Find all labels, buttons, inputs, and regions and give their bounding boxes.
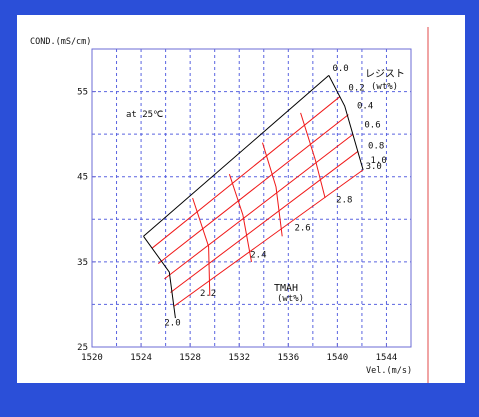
- series-line-black: [328, 75, 364, 171]
- resist-value-label: 0.2: [348, 84, 364, 94]
- point-labels: 2.0 2.2 2.4 2.6 2.8 3.0 0.00.2 0.4 0.6 0.8 1.0: [164, 64, 386, 329]
- x-tick-label: 1524: [130, 353, 152, 363]
- y-tick-label: 45: [77, 173, 88, 183]
- tmah-value-label: 2.6: [294, 223, 310, 233]
- resist-value-label: 0.8: [368, 142, 384, 152]
- x-tick-label: 1520: [81, 353, 103, 363]
- resist-title: レジスト: [365, 69, 405, 80]
- tmah-value-label: 2.0: [164, 319, 180, 329]
- resist-unit: (wt%): [371, 82, 398, 92]
- tmah-value-label: 2.8: [336, 195, 352, 205]
- series-line-red: [157, 114, 349, 264]
- resist-value-label: 0.4: [357, 102, 373, 112]
- series-line-black: [143, 75, 330, 237]
- series-line-red: [228, 174, 252, 262]
- series-line-red: [170, 150, 359, 293]
- tick-labels: 1520 1524 1528 1532 1536 1540 1544 25 35 45 55: [77, 88, 397, 363]
- x-tick-label: 1536: [277, 353, 299, 363]
- x-tick-label: 1528: [179, 353, 201, 363]
- temperature-annotation: at 25℃: [126, 110, 163, 120]
- series-line-black: [143, 236, 176, 319]
- grid: [92, 49, 411, 347]
- x-tick-label: 1540: [327, 353, 349, 363]
- y-tick-label: 35: [77, 258, 88, 268]
- series-line-red: [192, 197, 211, 296]
- plot-area-border: [91, 48, 412, 348]
- y-tick-label: 25: [77, 343, 88, 353]
- axes: [91, 48, 412, 348]
- y-axis-label: COND.(mS/cm): [30, 37, 91, 47]
- tmah-value-label: 2.4: [250, 251, 266, 261]
- resist-value-label: 0.0: [332, 64, 348, 74]
- series-line-red: [151, 96, 341, 249]
- series-line-red: [164, 133, 354, 280]
- tmah-unit: (wt%): [277, 294, 304, 304]
- series-line-red: [173, 169, 364, 307]
- resist-value-label: 0.6: [364, 120, 380, 130]
- x-tick-label: 1544: [376, 353, 398, 363]
- y-tick-label: 55: [77, 88, 88, 98]
- tmah-value-label: 3.0: [366, 162, 382, 172]
- resist-value-label: 1.0: [371, 156, 387, 166]
- tmah-title: TMAH: [274, 283, 298, 294]
- series-line-red: [300, 112, 326, 199]
- x-axis-label: Vel.(m/s): [366, 366, 412, 376]
- series-line-red: [262, 142, 283, 237]
- x-tick-label: 1532: [228, 353, 250, 363]
- tmah-value-label: 2.2: [200, 289, 216, 299]
- plot-lines: [143, 75, 364, 319]
